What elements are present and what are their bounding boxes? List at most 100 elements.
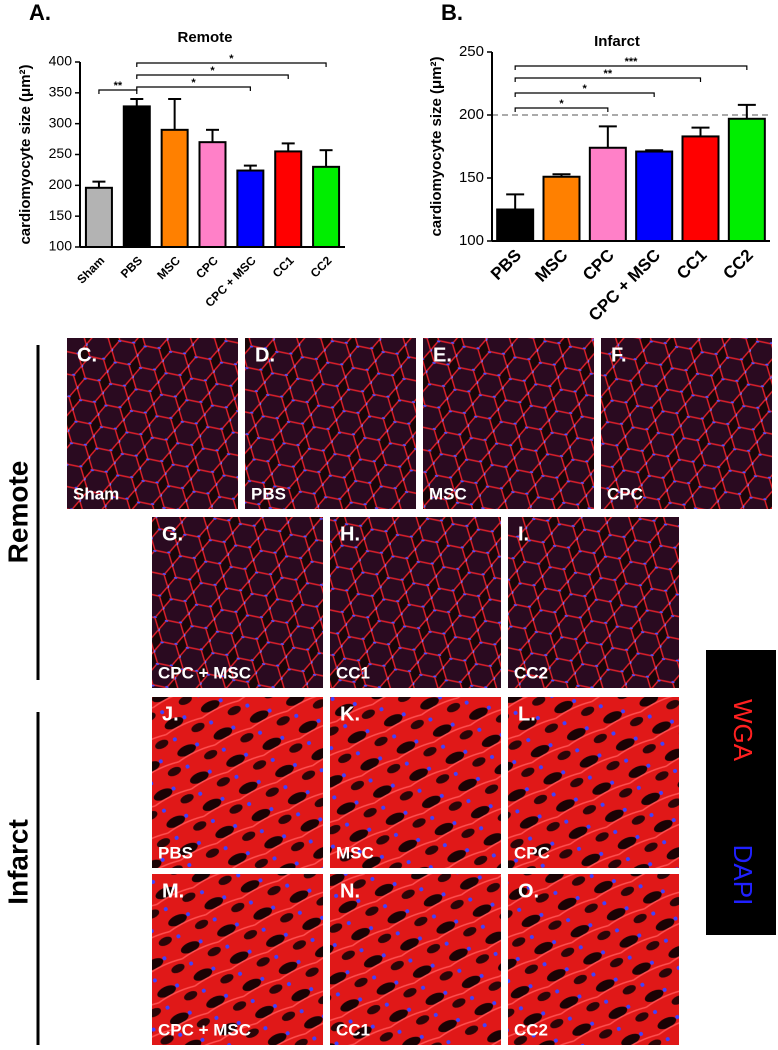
panel-caption: PBS (251, 484, 286, 503)
panel-label: B. (441, 0, 463, 25)
y-tick-label: 400 (49, 53, 73, 69)
x-tick-label: MSC (531, 246, 571, 286)
panel-caption: CPC + MSC (158, 1020, 251, 1039)
significance-label: * (229, 53, 234, 65)
micrograph (601, 338, 772, 509)
row-label: Remote (2, 461, 33, 564)
panel-caption: Sham (73, 484, 119, 503)
panel-caption: PBS (158, 843, 193, 862)
bar (274, 150, 303, 249)
x-tick-label: PBS (118, 253, 145, 280)
micrograph (152, 517, 323, 688)
micrograph (67, 338, 238, 509)
y-tick-label: 250 (459, 43, 484, 60)
y-axis-label: cardiomyocyte size (μm²) (428, 56, 445, 236)
y-tick-label: 250 (49, 145, 73, 161)
panel-letter: O. (518, 880, 539, 902)
significance-label: * (210, 65, 215, 77)
y-tick-label: 350 (49, 84, 73, 100)
chart-title: Remote (177, 29, 232, 46)
significance-bracket (136, 86, 251, 91)
micrograph (152, 697, 323, 868)
panel-letter: C. (77, 344, 97, 366)
significance-label: *** (625, 56, 639, 68)
significance-bracket (514, 107, 609, 112)
panel-caption: CC2 (514, 663, 548, 682)
y-tick-label: 200 (459, 106, 484, 123)
bar (588, 146, 627, 242)
bar-chart: B. Infarct cardiomyocyte size (μm²) 100 150 2… (428, 0, 770, 325)
chart-title: Infarct (594, 33, 640, 50)
micrograph (152, 874, 323, 1045)
legend-label: WGA (728, 699, 758, 762)
y-tick-label: 100 (459, 232, 484, 249)
significance-label: * (583, 83, 588, 95)
bar (236, 169, 265, 249)
bar (122, 105, 151, 249)
micrograph (508, 874, 679, 1045)
panel-letter: E. (433, 344, 452, 366)
x-tick-label: CPC (193, 253, 221, 281)
y-tick-label: 300 (49, 114, 73, 130)
micrograph (508, 517, 679, 688)
y-tick-label: 200 (49, 176, 73, 192)
x-tick-label: Sham (74, 253, 107, 286)
bar (312, 165, 341, 248)
x-tick-label: CC2 (719, 246, 756, 283)
bar (635, 150, 674, 242)
panel-letter: G. (162, 523, 183, 545)
x-tick-label: MSC (154, 253, 183, 282)
significance-bracket (514, 77, 702, 82)
bar (496, 208, 535, 242)
legend-label: DAPI (728, 845, 758, 906)
micrograph (330, 874, 501, 1045)
panel-letter: K. (340, 703, 360, 725)
significance-label: ** (604, 68, 613, 80)
y-tick-label: 100 (49, 238, 73, 254)
panel-letter: I. (518, 523, 529, 545)
significance-bracket (136, 62, 327, 67)
panel-letter: M. (162, 880, 184, 902)
y-axis-label: cardiomyocyte size (μm²) (17, 64, 34, 244)
micrograph (330, 697, 501, 868)
x-tick-label: CC1 (270, 253, 297, 280)
panel-letter: H. (340, 523, 360, 545)
panel-label: A. (29, 0, 51, 25)
micrograph (245, 338, 416, 509)
panel-caption: CC2 (514, 1020, 548, 1039)
significance-label: * (559, 98, 564, 110)
panel-caption: CPC + MSC (158, 663, 251, 682)
micrograph (330, 517, 501, 688)
charts: A. Remote cardiomyocyte size (μm²) 100 150 20… (17, 0, 770, 325)
panel-caption: CPC (607, 484, 643, 503)
significance-label: * (191, 77, 196, 89)
significance-label: ** (114, 80, 123, 92)
micrograph (508, 697, 679, 868)
row-label: Infarct (2, 819, 33, 905)
micrograph (423, 338, 594, 509)
significance-bracket (98, 89, 138, 94)
significance-bracket (514, 92, 655, 97)
panel-caption: MSC (429, 484, 467, 503)
panel-letter: F. (611, 344, 627, 366)
bar-chart: A. Remote cardiomyocyte size (μm²) 100 150 20… (17, 0, 345, 310)
x-tick-label: CC1 (673, 246, 710, 283)
bar (84, 186, 113, 249)
significance-bracket (514, 65, 748, 70)
x-tick-label: PBS (487, 246, 525, 284)
panel-letter: D. (255, 344, 275, 366)
y-tick-label: 150 (49, 207, 73, 223)
panel-letter: N. (340, 880, 360, 902)
bar (542, 175, 581, 243)
bar (198, 141, 227, 249)
panel-caption: CPC (514, 843, 550, 862)
image-panels: Remote Infarct C. Sham D. PBS E. MSC F. CPC G. CP… (2, 338, 776, 1045)
panel-caption: CC1 (336, 663, 370, 682)
panel-letter: L. (518, 703, 536, 725)
bar (727, 117, 766, 242)
bar (681, 135, 720, 242)
panel-letter: J. (162, 703, 179, 725)
legend-box (706, 650, 776, 935)
significance-bracket (136, 74, 289, 79)
